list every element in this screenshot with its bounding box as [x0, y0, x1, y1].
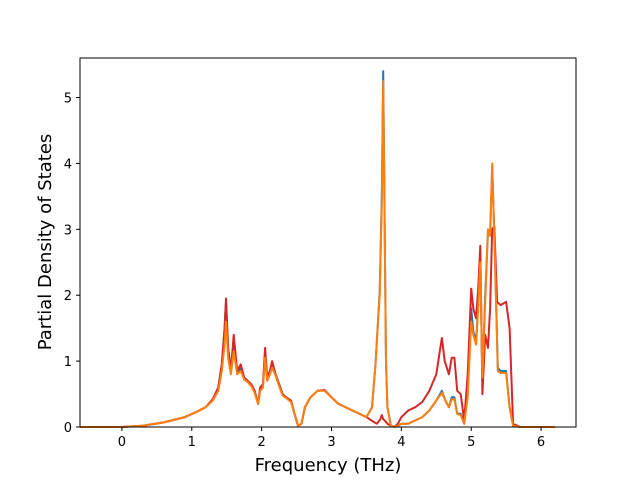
x-tick-label: 6 [537, 435, 545, 450]
plot-frame [79, 57, 577, 428]
plot-lines [80, 70, 555, 428]
x-tick-label: 0 [118, 435, 126, 450]
y-axis-label: Partial Density of States [35, 134, 56, 351]
y-tick-label: 1 [64, 355, 72, 370]
x-tick-label: 1 [188, 435, 196, 450]
y-tick-label: 4 [64, 157, 72, 172]
y-tick-label: 0 [64, 421, 72, 436]
x-axis-ticks: 0 1 2 3 4 5 6 [118, 427, 545, 450]
y-tick-label: 5 [64, 92, 72, 107]
x-tick-label: 3 [327, 435, 335, 450]
x-axis-label: Frequency (THz) [255, 455, 402, 476]
x-tick-label: 4 [397, 435, 405, 450]
x-tick-label: 5 [467, 435, 475, 450]
x-tick-label: 2 [257, 435, 265, 450]
y-tick-label: 3 [64, 223, 72, 238]
y-tick-label: 2 [64, 289, 72, 304]
series-line-2 [80, 225, 555, 428]
y-axis-ticks: 0 1 2 3 4 5 [64, 92, 80, 436]
series-line-3 [80, 80, 555, 428]
